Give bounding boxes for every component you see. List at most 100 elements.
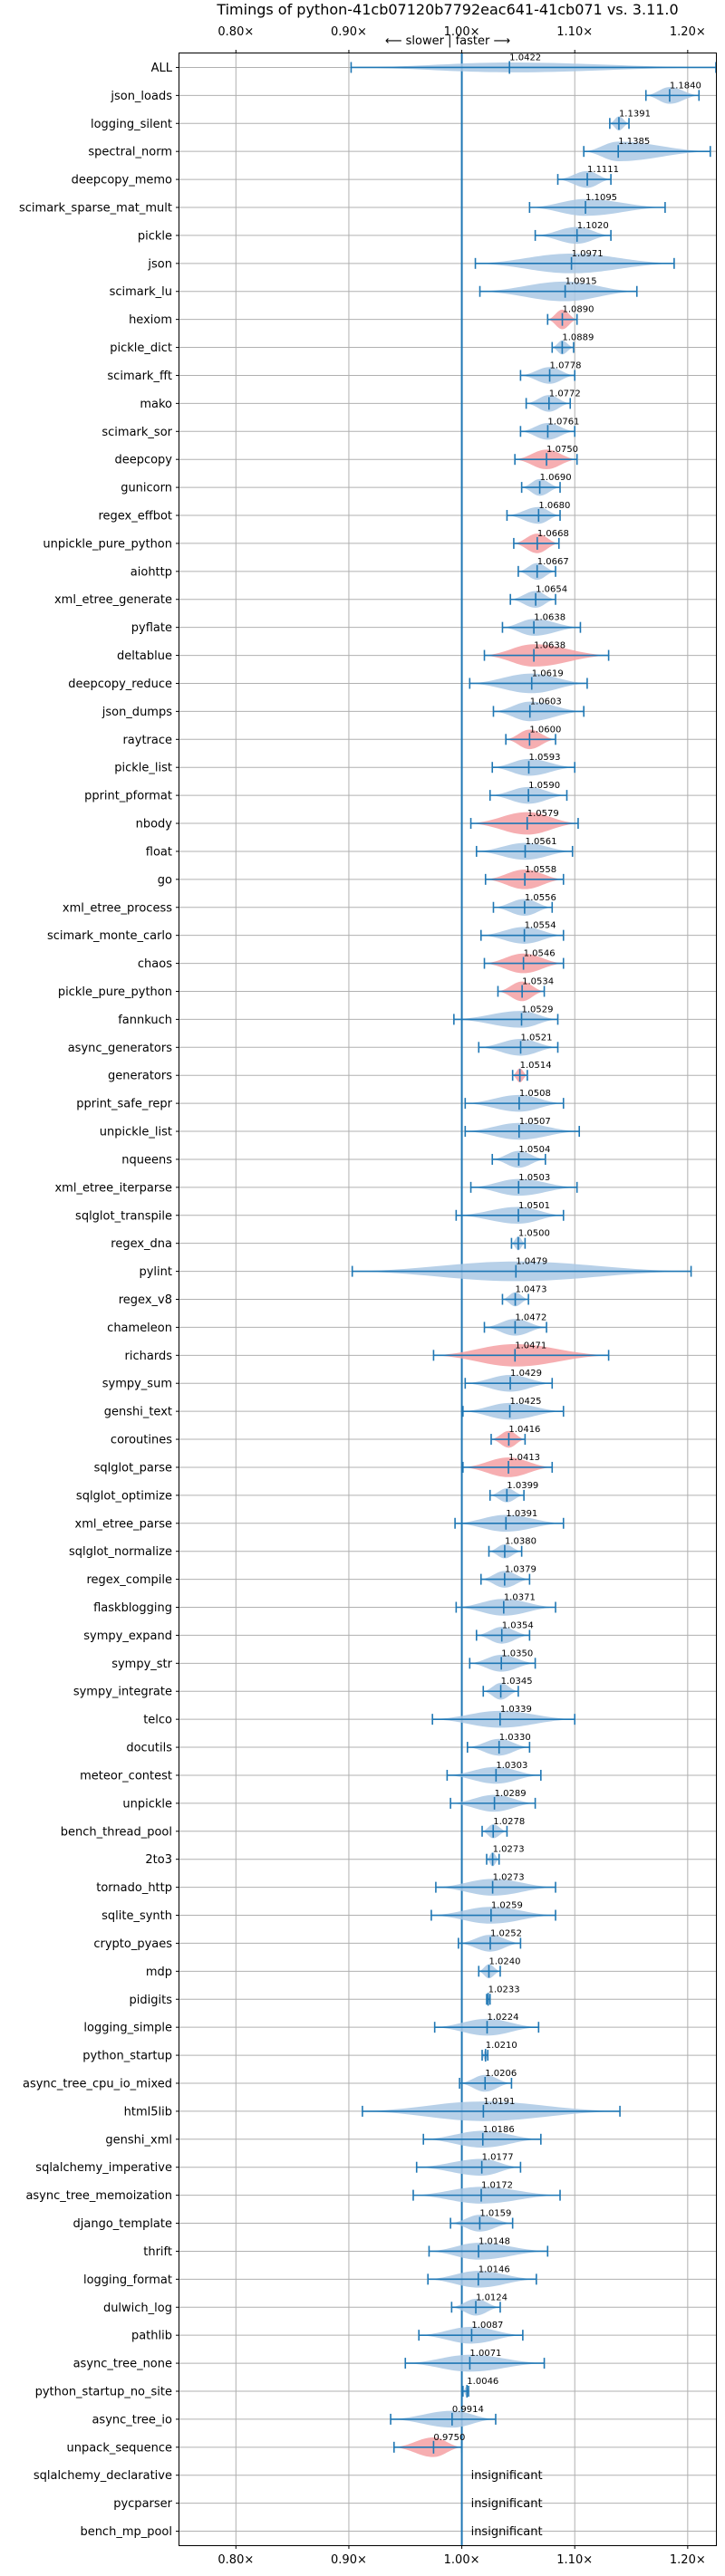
value-label: 1.0399	[507, 1481, 538, 1491]
y-tick-label: pprint_pformat	[84, 790, 172, 803]
value-label: 1.0514	[520, 1061, 552, 1071]
value-label: 1.0379	[505, 1565, 536, 1575]
value-label: 1.0680	[538, 501, 570, 511]
x-tick-label-bottom: 1.10×	[556, 2553, 593, 2567]
y-tick-label: pycparser	[113, 2497, 172, 2511]
y-tick-label: json	[147, 257, 172, 271]
y-tick-label: raytrace	[122, 734, 172, 747]
x-tick-label-top: 1.10×	[556, 25, 593, 39]
y-tick-label: richards	[125, 1350, 173, 1363]
y-tick-label: xml_etree_generate	[54, 593, 172, 607]
y-tick-label: pathlib	[131, 2330, 172, 2343]
y-tick-label: async_tree_none	[73, 2358, 172, 2371]
x-tick-label-bottom: 1.20×	[670, 2553, 706, 2567]
value-label: 1.0159	[479, 2209, 511, 2219]
value-label: 1.0521	[521, 1033, 553, 1043]
value-label: 1.0761	[547, 417, 579, 427]
y-tick-label: meteor_contest	[80, 1769, 172, 1783]
value-label: 1.0391	[506, 1509, 537, 1519]
y-tick-label: async_generators	[68, 1042, 173, 1055]
y-tick-label: dulwich_log	[103, 2302, 172, 2315]
y-tick-label: sqlglot_transpile	[75, 1209, 172, 1223]
y-tick-label: thrift	[143, 2245, 172, 2259]
insignificant-label: insignificant	[471, 2469, 543, 2483]
y-tick-label: deepcopy_reduce	[68, 678, 172, 691]
x-tick-label-top: 1.00×	[444, 25, 480, 39]
insignificant-label: insignificant	[471, 2525, 543, 2539]
y-tick-label: gunicorn	[121, 482, 172, 495]
value-label: 1.0508	[519, 1089, 551, 1099]
y-tick-label: unpack_sequence	[66, 2441, 172, 2455]
value-label: 0.9750	[433, 2433, 465, 2443]
value-label: 1.0556	[525, 893, 556, 903]
value-label: 1.0890	[563, 305, 594, 315]
value-label: 1.0546	[524, 949, 556, 959]
y-tick-label: pickle_dict	[110, 341, 172, 355]
y-tick-label: sympy_expand	[83, 1629, 172, 1643]
y-tick-label: python_startup_no_site	[35, 2385, 172, 2398]
value-label: 1.0224	[487, 2013, 518, 2023]
y-tick-label: mdp	[146, 1966, 172, 1979]
insignificant-label: insignificant	[471, 2497, 543, 2511]
y-tick-label: regex_dna	[111, 1237, 172, 1251]
x-tick-label-top: 0.80×	[218, 25, 254, 39]
value-label: 1.1840	[670, 81, 701, 91]
value-label: 1.0750	[546, 445, 578, 455]
y-tick-label: pprint_safe_repr	[76, 1098, 172, 1111]
value-label: 1.0638	[534, 641, 566, 651]
value-label: 1.0303	[496, 1761, 527, 1771]
x-tick-label-bottom: 0.90×	[331, 2553, 367, 2567]
value-label: 1.0422	[509, 53, 541, 62]
value-label: 1.0778	[550, 360, 582, 370]
value-label: 1.1095	[585, 193, 617, 203]
value-label: 1.0186	[483, 2125, 515, 2135]
y-tick-label: html5lib	[124, 2105, 172, 2119]
y-tick-label: sqlite_synth	[102, 1909, 172, 1923]
y-tick-label: pickle_list	[114, 762, 172, 775]
y-tick-label: json_dumps	[102, 706, 172, 719]
value-label: 1.0416	[508, 1425, 540, 1435]
chart-subtitle: ⟵ slower | faster ⟶	[385, 34, 510, 48]
value-label: 1.0354	[502, 1620, 534, 1630]
value-label: 1.0413	[508, 1453, 540, 1463]
y-tick-label: bench_thread_pool	[61, 1825, 172, 1839]
value-label: 1.0471	[515, 1341, 546, 1350]
marks-layer	[350, 53, 717, 2545]
y-tick-label: pickle	[138, 229, 172, 243]
value-label: 1.1020	[577, 221, 609, 231]
value-label: 1.0619	[532, 668, 564, 678]
y-tick-label: deltablue	[117, 649, 172, 663]
y-tick-label: json_loads	[110, 90, 172, 103]
y-tick-label: scimark_lu	[110, 285, 172, 299]
y-tick-label: float	[146, 845, 172, 859]
value-label: 1.0500	[518, 1229, 550, 1239]
value-label: 1.0501	[518, 1201, 550, 1211]
y-tick-label: genshi_text	[104, 1406, 172, 1419]
value-label: 1.0177	[482, 2153, 514, 2163]
value-label: 1.0554	[525, 921, 556, 931]
value-label: 1.0668	[537, 529, 569, 539]
value-label: 1.0638	[534, 613, 566, 623]
value-label: 1.0330	[499, 1733, 531, 1743]
value-label: 1.0148	[478, 2236, 510, 2246]
x-tick-label-top: 0.90×	[331, 25, 367, 39]
value-label: 1.0603	[530, 697, 562, 706]
grid-layer	[176, 50, 716, 2549]
y-tick-label: chaos	[138, 957, 172, 971]
value-label: 0.9914	[452, 2405, 484, 2415]
y-tick-label: crypto_pyaes	[93, 1937, 172, 1951]
value-label: 1.0561	[525, 837, 556, 847]
y-tick-label: logging_silent	[91, 118, 172, 131]
y-tick-label: unpickle_pure_python	[43, 537, 172, 551]
y-tick-label: sqlglot_optimize	[76, 1489, 172, 1503]
x-tick-label-top: 1.20×	[670, 25, 706, 39]
y-tick-label: logging_format	[83, 2273, 172, 2287]
value-label: 1.0210	[486, 2041, 517, 2051]
y-tick-label: xml_etree_iterparse	[54, 1181, 172, 1195]
value-label: 1.0579	[527, 809, 559, 819]
value-label: 1.0429	[510, 1369, 542, 1379]
value-label: 1.0472	[515, 1312, 546, 1322]
y-tick-label: regex_compile	[86, 1573, 172, 1587]
